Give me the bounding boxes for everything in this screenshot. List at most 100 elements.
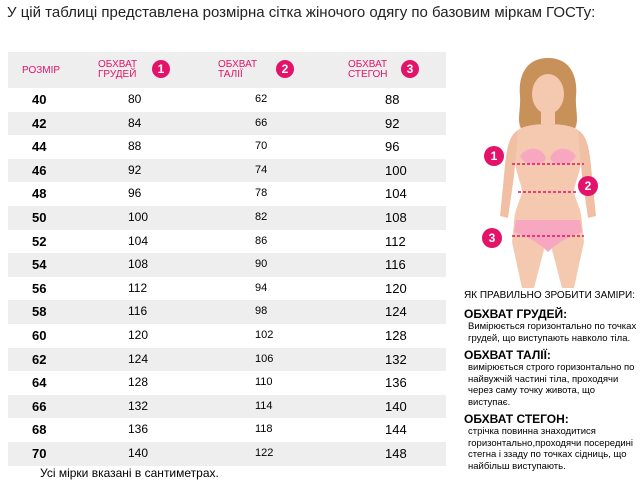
cell-hip: 144	[385, 422, 407, 438]
cell-bust: 92	[128, 162, 142, 177]
cell-size: 40	[32, 92, 47, 107]
header-hip: ОБХВАТ СТЕГОН	[348, 59, 388, 80]
cell-waist: 114	[255, 399, 273, 412]
cell-size: 68	[32, 422, 47, 438]
cell-hip: 132	[385, 351, 407, 367]
cell-bust: 84	[128, 115, 142, 130]
table-row: 58 116 98 124	[8, 300, 446, 324]
cell-waist: 98	[255, 305, 268, 318]
woman-silhouette-illustration	[500, 58, 596, 288]
hip-instruction-title: ОБХВАТ СТЕГОН:	[464, 412, 569, 426]
cell-bust: 136	[128, 422, 149, 437]
cell-waist: 102	[255, 328, 274, 341]
cell-waist: 74	[255, 163, 268, 176]
table-row: 66 132 114 140	[8, 394, 446, 419]
cell-waist: 78	[255, 187, 268, 200]
cell-hip: 140	[385, 398, 407, 414]
cell-bust: 116	[128, 304, 148, 319]
cell-hip: 104	[385, 186, 407, 202]
table-row: 68 136 118 144	[8, 418, 446, 442]
cell-waist: 86	[255, 234, 268, 247]
cell-bust: 108	[128, 257, 149, 272]
cell-size: 70	[32, 445, 47, 461]
bust-marker: 1	[484, 146, 504, 166]
hip-marker: 3	[482, 228, 502, 248]
cell-hip: 108	[385, 209, 407, 225]
cell-size: 54	[32, 257, 47, 273]
cell-waist: 94	[255, 281, 268, 294]
cell-bust: 128	[128, 375, 149, 390]
table-row: 44 88 70 96	[8, 135, 446, 159]
cell-bust: 88	[128, 139, 142, 154]
cell-size: 48	[32, 186, 47, 202]
table-row: 64 128 110 136	[8, 371, 446, 395]
cell-waist: 106	[255, 352, 274, 365]
cell-waist: 66	[255, 116, 268, 129]
cell-size: 56	[32, 280, 47, 296]
measurement-instructions: ЯК ПРАВИЛЬНО ЗРОБИТИ ЗАМІРИ: ОБХВАТ ГРУД…	[464, 290, 638, 476]
cell-waist: 90	[255, 258, 268, 271]
table-row: 62 124 106 132	[8, 347, 446, 372]
table-row: 54 108 90 116	[8, 253, 446, 277]
table-header: РОЗМІР ОБХВАТ ГРУДЕЙ 1 ОБХВАТ ТАЛІЇ 2 ОБ…	[8, 52, 446, 88]
cell-size: 42	[32, 115, 47, 131]
cell-size: 44	[32, 139, 47, 155]
waist-number-badge: 2	[276, 60, 294, 78]
waist-instruction-title: ОБХВАТ ТАЛІЇ:	[464, 348, 551, 362]
cell-size: 52	[32, 233, 47, 249]
cell-hip: 96	[385, 139, 400, 155]
cell-size: 60	[32, 327, 47, 343]
cell-waist: 122	[255, 446, 274, 459]
cell-bust: 96	[128, 186, 142, 201]
cell-bust: 80	[128, 92, 142, 106]
cell-hip: 148	[385, 445, 407, 461]
cell-hip: 112	[385, 233, 406, 249]
cell-size: 50	[32, 209, 47, 225]
cell-hip: 128	[385, 327, 407, 343]
header-size: РОЗМІР	[22, 65, 61, 76]
bust-instruction-title: ОБХВАТ ГРУДЕЙ:	[464, 307, 568, 321]
table-row: 52 104 86 112	[8, 230, 446, 254]
cell-bust: 124	[128, 351, 149, 366]
cell-size: 46	[32, 162, 47, 178]
table-row: 46 92 74 100	[8, 158, 446, 183]
cell-bust: 140	[128, 445, 149, 460]
cell-size: 62	[32, 351, 47, 367]
table-row: 56 112 94 120	[8, 277, 446, 301]
table-row: 70 140 122 148	[8, 441, 446, 466]
cell-bust: 132	[128, 398, 149, 413]
cell-bust: 100	[128, 209, 149, 224]
cell-hip: 120	[385, 280, 407, 296]
body-figure: 1 2 3	[478, 52, 618, 288]
cell-waist: 82	[255, 210, 268, 223]
cell-waist: 118	[255, 423, 273, 436]
cell-bust: 104	[128, 233, 149, 248]
cell-hip: 88	[385, 92, 400, 107]
table-row: 60 120 102 128	[8, 324, 446, 348]
cell-waist: 70	[255, 140, 268, 153]
cell-hip: 92	[385, 115, 400, 131]
table-row: 40 80 62 88	[8, 88, 446, 112]
size-table: РОЗМІР ОБХВАТ ГРУДЕЙ 1 ОБХВАТ ТАЛІЇ 2 ОБ…	[8, 52, 446, 466]
cell-size: 58	[32, 304, 47, 320]
header-waist: ОБХВАТ ТАЛІЇ	[218, 59, 258, 80]
cell-bust: 120	[128, 327, 149, 342]
cell-hip: 116	[385, 257, 406, 273]
hip-instruction-text: стрічка повинна знаходитися горизонтальн…	[468, 426, 634, 472]
cell-bust: 112	[128, 280, 148, 295]
cell-waist: 62	[255, 93, 268, 105]
bust-instruction-text: Вимірюється горизонтально по точках груд…	[468, 321, 637, 344]
waist-instruction-text: вимірюється строго горизонтально по найв…	[468, 362, 635, 408]
cell-hip: 136	[385, 375, 407, 391]
cell-waist: 110	[255, 376, 273, 389]
cell-hip: 100	[385, 162, 407, 178]
waist-marker: 2	[578, 176, 598, 196]
table-row: 42 84 66 92	[8, 111, 446, 136]
table-row: 50 100 82 108	[8, 205, 446, 230]
table-row: 48 96 78 104	[8, 182, 446, 206]
bust-number-badge: 1	[152, 60, 170, 78]
cell-hip: 124	[385, 304, 407, 320]
hip-number-badge: 3	[401, 60, 419, 78]
instructions-heading: ЯК ПРАВИЛЬНО ЗРОБИТИ ЗАМІРИ:	[464, 290, 635, 301]
page-title: У цій таблиці представлена розмірна сітк…	[7, 4, 596, 21]
